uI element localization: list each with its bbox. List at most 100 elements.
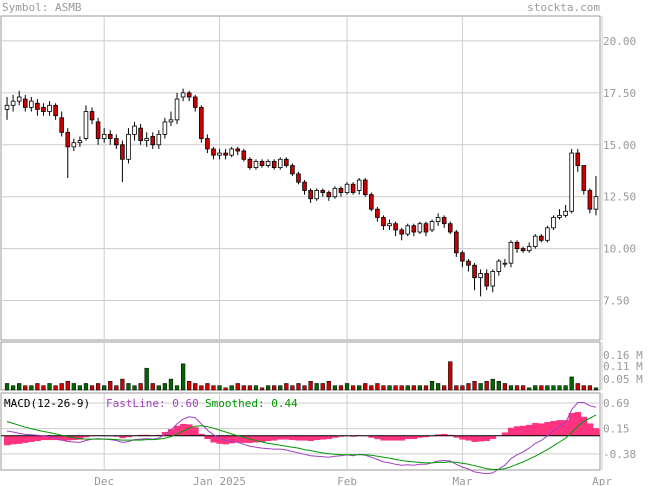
volume-tick-label: 0.16 M bbox=[603, 349, 643, 362]
price-tick-label: 17.50 bbox=[603, 87, 636, 100]
candle-body bbox=[539, 235, 544, 241]
macd-histogram-bar bbox=[295, 435, 302, 441]
macd-histogram-bar bbox=[271, 435, 278, 441]
volume-bar bbox=[95, 383, 101, 391]
macd-histogram-bar bbox=[404, 435, 412, 440]
candle-body bbox=[575, 152, 581, 166]
macd-histogram-bar bbox=[507, 427, 515, 436]
macd-histogram-bar bbox=[489, 435, 497, 440]
candle-body bbox=[192, 96, 198, 108]
volume-bar bbox=[102, 385, 107, 391]
volume-bar bbox=[514, 385, 520, 391]
macd-smooth-legend: Smoothed: 0.44 bbox=[205, 397, 298, 410]
macd-tick-label: -0.38 bbox=[603, 448, 636, 461]
candle-body bbox=[223, 152, 228, 156]
macd-histogram-bar bbox=[283, 435, 290, 440]
candle-body bbox=[107, 133, 113, 139]
volume-bar bbox=[302, 385, 307, 391]
macd-histogram-bar bbox=[386, 435, 393, 441]
volume-bar bbox=[375, 383, 380, 391]
macd-histogram-bar bbox=[174, 425, 181, 436]
volume-bar bbox=[393, 385, 398, 391]
macd-histogram-bar bbox=[435, 434, 442, 436]
macd-panel bbox=[1, 402, 600, 475]
candle-body bbox=[435, 217, 441, 223]
volume-bar bbox=[545, 385, 550, 391]
candle-body bbox=[563, 210, 568, 216]
candle-body bbox=[259, 160, 265, 166]
candle-body bbox=[332, 187, 338, 198]
volume-bar bbox=[23, 385, 28, 391]
volume-bar bbox=[77, 385, 83, 391]
volume-bar bbox=[435, 383, 441, 391]
candle-body bbox=[411, 225, 417, 233]
volume-tick-label: 0.11 M bbox=[603, 360, 643, 373]
candle-body bbox=[375, 208, 380, 218]
macd-histogram-bar bbox=[526, 424, 533, 436]
volume-bar bbox=[247, 385, 253, 391]
candle-body bbox=[326, 192, 332, 198]
volume-bar bbox=[241, 385, 246, 391]
macd-histogram-bar bbox=[234, 435, 242, 443]
candle-body bbox=[284, 158, 289, 166]
macd-histogram-bar bbox=[477, 435, 485, 442]
volume-bar bbox=[211, 385, 216, 391]
volume-bar bbox=[180, 363, 186, 391]
candle-body bbox=[265, 160, 271, 166]
volume-bar bbox=[47, 383, 52, 391]
volume-bar bbox=[4, 383, 10, 391]
candle-body bbox=[53, 104, 58, 117]
macd-tick-label: 0.69 bbox=[603, 397, 630, 410]
volume-bar bbox=[460, 385, 465, 391]
candle-body bbox=[180, 92, 186, 98]
volume-bar bbox=[65, 381, 70, 391]
candle-body bbox=[174, 98, 180, 121]
candle-body bbox=[526, 246, 532, 252]
macd-histogram-bar bbox=[471, 435, 478, 442]
volume-bar bbox=[551, 385, 556, 391]
candle-body bbox=[205, 138, 210, 150]
macd-histogram-bar bbox=[568, 412, 576, 436]
volume-bar bbox=[120, 378, 125, 391]
candle-body bbox=[101, 133, 107, 139]
macd-histogram-bar bbox=[186, 424, 193, 436]
candle-body bbox=[405, 225, 411, 235]
volume-bar bbox=[569, 376, 574, 391]
price-tick-label: 15.00 bbox=[603, 139, 636, 152]
candle-body bbox=[532, 235, 538, 247]
macd-histogram-bar bbox=[259, 435, 266, 442]
candle-body bbox=[344, 183, 350, 193]
volume-bar bbox=[454, 385, 459, 391]
volume-bar bbox=[187, 381, 192, 391]
volume-bar bbox=[35, 383, 40, 391]
volume-bar bbox=[326, 381, 331, 391]
candle-body bbox=[229, 148, 234, 156]
x-tick-label: Feb bbox=[337, 475, 357, 486]
volume-bar bbox=[533, 385, 538, 391]
candle-body bbox=[144, 138, 149, 142]
macd-histogram-bar bbox=[301, 435, 308, 441]
volume-bar bbox=[557, 385, 562, 391]
volume-bar bbox=[17, 383, 22, 391]
volume-bar bbox=[357, 385, 362, 391]
macd-histogram-bar bbox=[514, 426, 521, 436]
candle-body bbox=[320, 190, 326, 193]
volume-bar bbox=[575, 383, 580, 391]
volume-bar bbox=[587, 385, 593, 391]
candle-body bbox=[393, 223, 398, 231]
volume-bar bbox=[229, 385, 234, 391]
candle-body bbox=[569, 152, 574, 212]
macd-histogram-bar bbox=[192, 427, 199, 436]
candle-body bbox=[478, 273, 483, 279]
volume-bar bbox=[132, 385, 137, 391]
candle-body bbox=[356, 179, 362, 191]
candle-body bbox=[381, 217, 386, 227]
candle-body bbox=[47, 104, 52, 112]
candle-body bbox=[308, 190, 313, 200]
price-tick-label: 10.00 bbox=[603, 243, 636, 256]
volume-bar bbox=[527, 387, 532, 391]
candle-body bbox=[593, 196, 599, 210]
candle-body bbox=[253, 160, 259, 169]
macd-histogram-bar bbox=[204, 435, 211, 440]
